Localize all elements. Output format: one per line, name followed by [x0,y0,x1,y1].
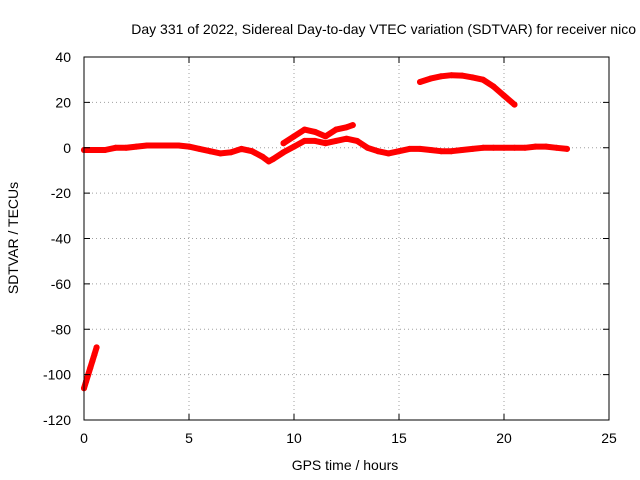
data-point [438,148,444,155]
data-point [217,150,224,157]
data-point [291,133,297,140]
series-line-high-arc [417,72,518,108]
data-point [165,142,171,149]
data-point [417,79,423,85]
data-point [448,148,455,155]
data-point [280,149,287,156]
data-point [291,143,297,150]
x-axis-ticks: 0 5 10 15 20 25 [80,57,617,446]
x-tick-label: 10 [286,430,302,446]
y-tick-label: 0 [63,140,71,156]
chart-title: Day 331 of 2022, Sidereal Day-to-day VTE… [131,21,636,37]
data-point [396,148,402,155]
data-point [259,153,266,160]
data-point [91,351,98,358]
data-point [522,144,528,151]
data-point [322,140,329,147]
data-point [480,76,486,83]
data-point [501,144,507,151]
data-point [249,148,255,155]
data-point [553,144,560,151]
data-point [469,145,476,152]
y-tick-label: 40 [55,49,71,65]
data-point [427,75,434,82]
y-tick-label: -60 [51,276,71,292]
y-axis-ticks: -120 -100 -80 -60 -40 -20 0 20 40 [43,49,609,428]
data-point [83,378,90,385]
data-point [501,92,507,99]
y-tick-label: -20 [51,185,71,201]
data-point [333,126,339,133]
data-point [417,145,423,152]
x-tick-label: 5 [185,430,193,446]
data-point [89,358,96,364]
data-point [532,143,539,150]
data-point [186,143,192,150]
x-tick-label: 25 [601,430,617,446]
data-point [343,135,350,142]
data-point [543,143,549,150]
data-point [480,144,486,151]
data-point [102,147,108,153]
data-point [343,124,350,131]
data-point [312,128,318,135]
data-point [511,101,518,108]
y-tick-label: -80 [51,321,71,337]
data-series [81,72,570,392]
data-point [133,143,140,150]
data-point [322,133,329,140]
x-tick-label: 20 [496,430,512,446]
data-point [87,364,94,371]
data-point [154,142,161,149]
data-point [228,149,234,156]
data-point [112,144,119,151]
data-point [207,148,213,155]
data-point [490,144,497,151]
data-point [438,73,444,80]
data-point [459,72,465,79]
data-point [333,137,339,144]
data-point [459,147,465,153]
data-point [354,137,360,144]
data-point [427,147,434,153]
data-point [123,144,129,151]
y-tick-label: -40 [51,231,71,247]
data-point [270,156,276,163]
data-point [312,137,318,144]
data-point [91,147,98,153]
data-point [301,137,308,144]
data-point [406,145,413,152]
data-point [511,144,518,151]
data-point [301,126,308,133]
data-point [144,142,150,149]
data-point [375,148,381,155]
data-point [196,145,203,152]
y-tick-label: 20 [55,94,71,110]
data-point [490,83,497,90]
data-point [238,145,245,152]
data-point [385,150,392,157]
data-point [93,344,100,351]
y-tick-label: -120 [43,412,71,428]
x-tick-label: 0 [80,430,88,446]
y-axis-label: SDTVAR / TECUs [5,182,21,294]
data-point [469,74,476,81]
data-point [564,145,570,152]
x-tick-label: 15 [391,430,407,446]
y-tick-label: -100 [43,367,71,383]
data-point [175,142,182,149]
data-point [448,72,455,79]
data-point [364,144,371,151]
data-point [349,122,356,129]
grid [84,57,609,420]
data-point [280,140,287,147]
x-axis-label: GPS time / hours [292,457,399,473]
